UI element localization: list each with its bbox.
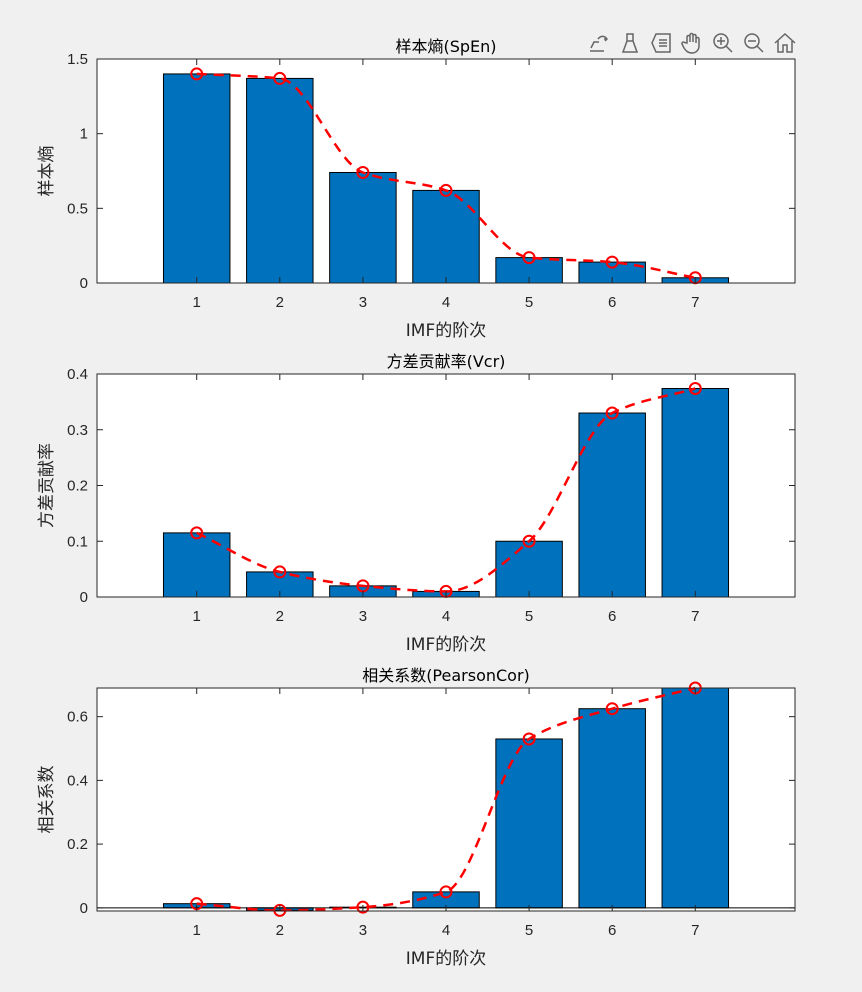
line-marker [605,702,619,716]
y-axis-label: 样本熵 [37,146,57,197]
line-marker [522,251,536,265]
y-tick-label: 0 [80,900,88,917]
trend-line [196,387,696,593]
x-tick-label: 2 [276,608,284,625]
y-tick-label: 0 [80,275,88,292]
line-marker [522,534,536,548]
line-marker [688,381,702,395]
chart-title: 方差贡献率(Vcr) [387,352,506,371]
bar [495,540,563,598]
y-tick-label: 0.2 [67,836,88,853]
pan-hand-icon[interactable] [677,28,706,58]
line-marker [273,903,287,917]
chart-title: 样本熵(SpEn) [395,37,496,56]
subplot-1: 1 2 3 4 5 6 7 0 0.5 1 1.5 样本熵(SpEn) IMF的阶次 样本熵 [37,37,796,341]
x-tick-label: 6 [608,922,616,939]
x-tick-label: 1 [193,922,201,939]
chart-title: 相关系数(PearsonCor) [362,666,530,685]
x-tick-label: 7 [691,608,699,625]
subplot-3: 1 2 3 4 5 6 7 0 0.2 0.4 0.6 相关系数(PearsonCor) IMF的阶次 相… [37,666,796,969]
x-axis-label: IMF的阶次 [406,635,486,655]
x-tick-label: 7 [691,294,699,311]
y-tick-label: 1.5 [67,51,88,68]
trend-line [196,72,696,280]
line-marker [605,406,619,420]
x-tick-label: 5 [525,294,533,311]
x-tick-label: 5 [525,608,533,625]
axes-toolbar [584,28,799,58]
line-marker [439,885,453,899]
line-marker [356,900,370,914]
trend-line [196,686,696,912]
line-marker [190,67,204,81]
x-tick-label: 2 [276,294,284,311]
x-tick-label: 7 [691,922,699,939]
x-axis-label: IMF的阶次 [406,321,486,341]
x-tick-label: 3 [359,922,367,939]
subplot-2: 1 2 3 4 5 6 7 0 0.1 0.2 0.3 0.4 方差贡献率(Vcr) IMF的阶次 方差贡献… [37,352,796,655]
y-tick-label: 0.4 [67,366,88,383]
home-icon[interactable] [770,28,799,58]
y-tick-label: 0.1 [67,533,88,550]
y-axis-label: 方差贡献率 [37,443,57,528]
line-marker [273,71,287,85]
line-marker [522,732,536,746]
zoom-out-icon[interactable] [739,28,768,58]
bar [495,738,563,909]
zoom-in-icon[interactable] [708,28,737,58]
y-tick-label: 0.3 [67,422,88,439]
bar [246,77,314,284]
bar [661,387,730,598]
y-tick-label: 0.4 [67,772,88,789]
bar [661,687,730,909]
y-tick-label: 0.2 [67,478,88,495]
x-tick-label: 6 [608,608,616,625]
y-axis-label: 相关系数 [37,766,57,834]
x-tick-label: 6 [608,294,616,311]
y-tick-label: 0.5 [67,200,88,217]
line-marker [356,165,370,179]
bar [162,73,231,284]
x-tick-label: 3 [359,608,367,625]
bar [412,189,480,284]
x-tick-label: 4 [442,608,450,625]
line-marker [439,183,453,197]
x-tick-label: 4 [442,294,450,311]
x-tick-label: 5 [525,922,533,939]
export-icon[interactable] [584,28,613,58]
x-tick-label: 2 [276,922,284,939]
bar [578,412,646,598]
bar [578,708,646,909]
x-tick-label: 4 [442,922,450,939]
datatip-icon[interactable] [646,28,675,58]
bar [162,532,231,598]
y-tick-label: 0.6 [67,709,88,726]
bar [329,171,397,284]
line-marker [273,565,287,579]
x-tick-label: 1 [193,294,201,311]
x-axis-label: IMF的阶次 [406,949,486,969]
brush-icon[interactable] [615,28,644,58]
line-marker [190,526,204,540]
y-tick-label: 1 [80,126,88,143]
line-marker [605,255,619,269]
x-tick-label: 1 [193,608,201,625]
y-tick-label: 0 [80,589,88,606]
x-tick-label: 3 [359,294,367,311]
